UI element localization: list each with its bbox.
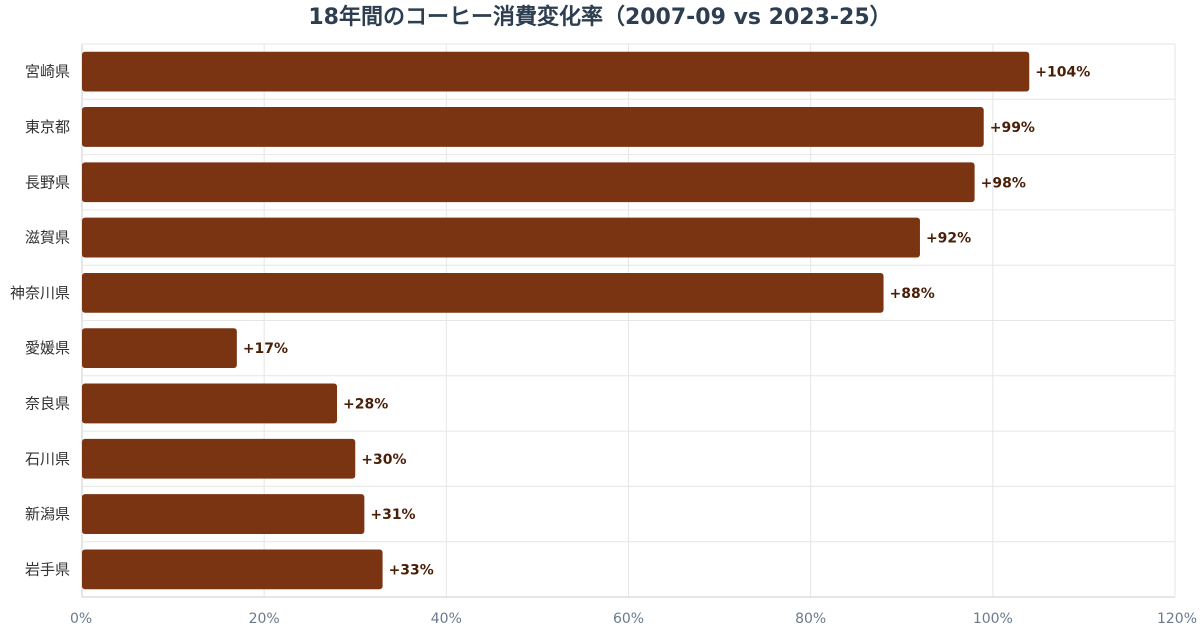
grid-lines [81,43,1176,598]
x-tick-label: 40% [431,611,462,627]
category-label: 宮崎県 [25,63,70,81]
value-label: +98% [981,175,1026,191]
bar-8 [82,438,356,479]
category-label: 新潟県 [25,505,70,523]
x-tick-label: 120% [1157,611,1197,627]
category-label: 愛媛県 [25,339,70,357]
value-label: +17% [243,341,288,357]
bar-9 [82,494,365,534]
category-label: 石川県 [25,450,70,468]
category-label: 奈良県 [25,394,70,412]
value-label: +99% [990,120,1035,136]
category-label: 東京都 [25,118,70,136]
bar-10 [82,549,383,590]
value-label: +88% [890,286,935,302]
bar-3 [82,162,975,203]
bar-2 [82,107,984,147]
bar-4 [82,217,920,258]
bar-5 [82,272,884,313]
bars [82,51,1030,590]
value-label: +30% [361,452,406,468]
bar-7 [82,383,338,424]
x-tick-label: 80% [795,611,826,627]
value-label: +28% [343,396,388,412]
category-label: 岩手県 [25,560,70,578]
category-label: 神奈川県 [10,284,70,302]
value-labels: +104% +99% +98% +92% +88% +17% +28% +30% +31% +33… [243,65,1090,579]
x-tick-label: 60% [613,611,644,627]
value-label: +104% [1035,65,1090,81]
category-label: 滋賀県 [25,229,70,247]
x-tick-label: 0% [70,611,92,627]
bar-1 [82,51,1030,92]
chart-title: 18年間のコーヒー消費変化率（2007-09 vs 2023-25） [308,4,891,30]
value-label: +31% [370,507,415,523]
category-label: 長野県 [25,173,70,191]
x-tick-label: 20% [249,611,280,627]
x-tick-label: 100% [973,611,1013,627]
value-label: +92% [926,231,971,247]
bar-6 [82,328,237,369]
x-axis-ticks: 0% 20% 40% 60% 80% 100% 120% [70,611,1197,627]
value-label: +33% [389,562,434,578]
